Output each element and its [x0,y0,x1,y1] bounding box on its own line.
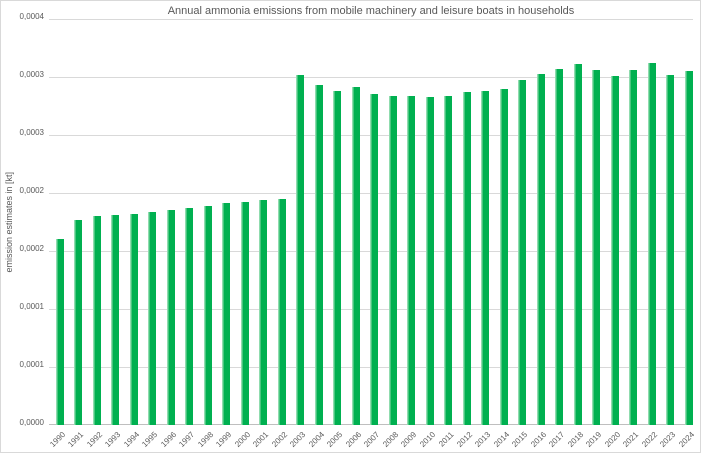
bar-2022 [647,63,656,425]
bar-2018 [573,64,582,425]
x-tick-label-2013: 2013 [473,430,493,449]
chart-title: Annual ammonia emissions from mobile mac… [167,5,575,17]
bar-1992 [92,216,101,425]
x-tick-label-2008: 2008 [381,430,401,449]
bar-2013 [481,91,490,425]
x-tick-label-2020: 2020 [603,430,623,449]
bar-2017 [555,69,564,425]
bar-2019 [592,70,601,425]
bar-2021 [629,70,638,425]
bar-1998 [203,206,212,425]
bar-1993 [111,215,120,425]
x-tick-label-1992: 1992 [85,430,105,449]
bar-2004 [314,85,323,425]
gridline [49,77,693,78]
x-tick-label-1990: 1990 [48,430,68,449]
bar-1999 [222,203,231,425]
x-tick-label-2024: 2024 [677,430,697,449]
x-tick-label-1996: 1996 [159,430,179,449]
bar-2014 [499,89,508,425]
x-tick-label-2005: 2005 [325,430,345,449]
x-tick-label-2003: 2003 [288,430,308,449]
bar-2003 [296,75,305,425]
bar-2020 [610,76,619,425]
bar-1997 [185,208,194,425]
x-tick-label-2022: 2022 [640,430,660,449]
y-tick-label: 0,0001 [19,302,44,311]
bar-1990 [55,239,64,425]
bar-2002 [277,199,286,425]
y-tick-label: 0,0003 [19,128,44,137]
y-tick-label: 0,0002 [19,186,44,195]
x-tick-label-2023: 2023 [658,430,678,449]
bar-2010 [425,97,434,425]
x-tick-label-2009: 2009 [399,430,419,449]
plot-area [49,19,693,425]
x-tick-label-2021: 2021 [621,430,641,449]
y-tick-label: 0,0002 [19,244,44,253]
x-tick-label-1994: 1994 [122,430,142,449]
x-tick-label-2015: 2015 [510,430,530,449]
x-tick-label-2001: 2001 [251,430,271,449]
x-tick-label-2000: 2000 [233,430,253,449]
y-tick-label: 0,0003 [19,70,44,79]
bar-1995 [148,212,157,425]
gridline [49,19,693,20]
bar-1991 [74,220,83,425]
bar-1994 [129,214,138,425]
bar-2000 [240,202,249,425]
bar-2001 [259,200,268,425]
bar-2016 [536,74,545,425]
x-tick-label-2014: 2014 [492,430,512,449]
y-tick-label: 0,0004 [19,12,44,21]
bar-2012 [462,92,471,425]
y-tick-label: 0,0001 [19,360,44,369]
x-tick-label-1995: 1995 [140,430,160,449]
bar-2011 [444,96,453,425]
bar-1996 [166,210,175,425]
x-tick-label-2006: 2006 [344,430,364,449]
x-tick-label-1999: 1999 [214,430,234,449]
x-tick-label-1997: 1997 [177,430,197,449]
bar-2006 [351,87,360,425]
x-tick-label-2011: 2011 [437,430,456,449]
x-tick-label-2017: 2017 [547,430,567,449]
x-tick-label-2004: 2004 [307,430,327,449]
x-tick-label-2016: 2016 [529,430,549,449]
x-tick-label-1993: 1993 [103,430,123,449]
bar-2009 [407,96,416,425]
x-tick-label-2012: 2012 [455,430,475,449]
x-tick-label-1998: 1998 [196,430,216,449]
bar-2005 [333,91,342,425]
bar-2024 [684,71,693,425]
bar-2023 [666,75,675,425]
x-tick-label-2002: 2002 [270,430,290,449]
x-tick-label-1991: 1991 [66,430,86,449]
x-tick-label-2019: 2019 [584,430,604,449]
x-tick-label-2018: 2018 [566,430,586,449]
x-tick-label-2010: 2010 [418,430,438,449]
bar-2008 [388,96,397,425]
y-tick-label: 0,0000 [19,418,44,427]
x-tick-label-2007: 2007 [362,430,382,449]
bar-2015 [518,80,527,425]
bar-2007 [370,94,379,425]
